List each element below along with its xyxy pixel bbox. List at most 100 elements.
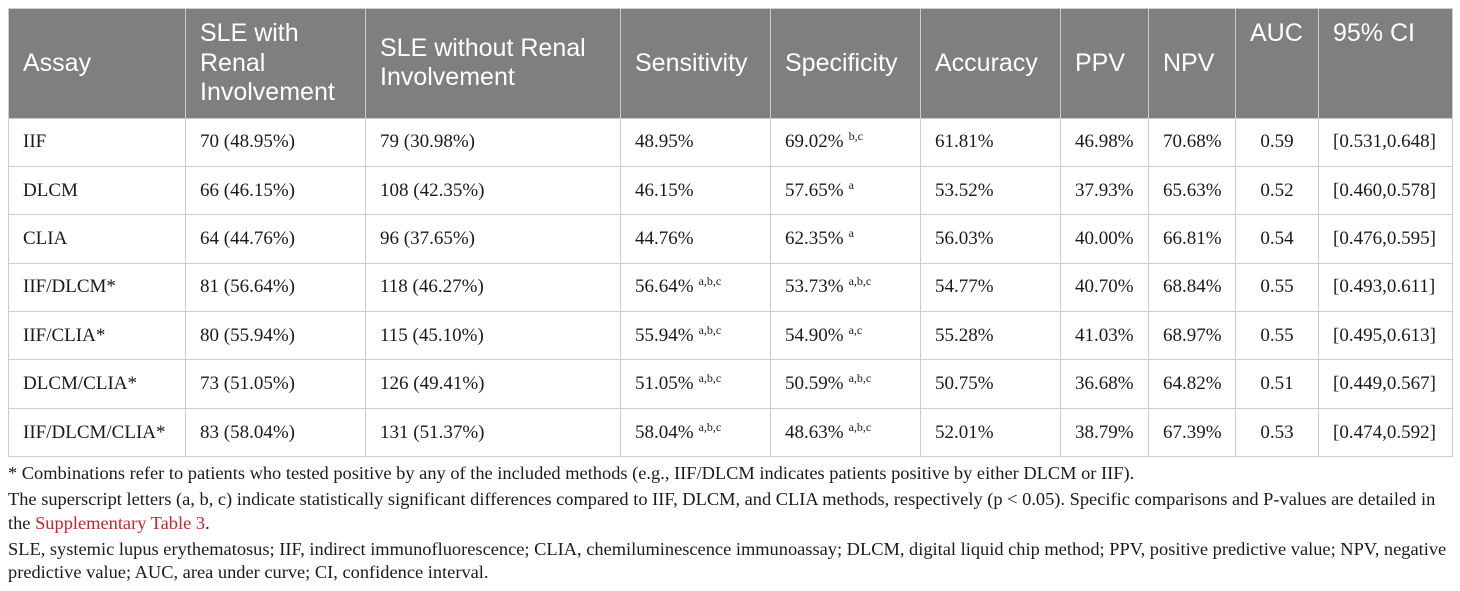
- cell-specificity: 54.90% a,c: [770, 311, 921, 361]
- footnote-superscripts: The superscript letters (a, b, c) indica…: [8, 488, 1458, 535]
- table-row: IIF/DLCM* 81 (56.64%) 118 (46.27%) 56.64% a,…: [8, 262, 1453, 313]
- cell-npv: 70.68%: [1148, 117, 1236, 167]
- cell-auc: 0.51: [1235, 359, 1319, 409]
- significance-superscript: a,c: [848, 322, 863, 337]
- cell-ci95: [0.449,0.567]: [1318, 359, 1453, 409]
- cell-ppv: 37.93%: [1060, 165, 1149, 216]
- cell-sensitivity-value: 56.64%: [635, 276, 694, 298]
- table-row: DLCM 66 (46.15%) 108 (42.35%) 46.15% 57.65% a…: [8, 165, 1453, 216]
- cell-specificity: 50.59% a,b,c: [770, 359, 921, 409]
- table-row: CLIA 64 (44.76%) 96 (37.65%) 44.76% 62.35% a 5…: [8, 214, 1453, 264]
- cell-sle-without-renal: 131 (51.37%): [365, 407, 621, 458]
- table-row: IIF/CLIA* 80 (55.94%) 115 (45.10%) 55.94% a,…: [8, 311, 1453, 361]
- cell-specificity-value: 54.90%: [785, 324, 844, 346]
- cell-specificity-value: 57.65%: [785, 179, 844, 201]
- cell-assay: IIF/CLIA*: [8, 311, 186, 361]
- header-accuracy: Accuracy: [920, 8, 1061, 119]
- significance-superscript: a,b,c: [848, 419, 872, 434]
- header-sle-with-renal: SLE with Renal Involvement: [185, 8, 366, 119]
- significance-superscript: a,b,c: [698, 274, 722, 289]
- cell-assay: IIF: [8, 117, 186, 167]
- cell-assay: DLCM/CLIA*: [8, 359, 186, 409]
- cell-sensitivity: 56.64% a,b,c: [620, 262, 771, 313]
- cell-specificity: 53.73% a,b,c: [770, 262, 921, 313]
- results-table: Assay SLE with Renal Involvement SLE wit…: [8, 8, 1453, 458]
- header-npv: NPV: [1148, 8, 1236, 119]
- cell-auc: 0.55: [1235, 262, 1319, 313]
- table-row: IIF/DLCM/CLIA* 83 (58.04%) 131 (51.37%) 58.…: [8, 407, 1453, 458]
- cell-accuracy: 55.28%: [920, 311, 1061, 361]
- cell-ppv: 40.00%: [1060, 214, 1149, 264]
- cell-sensitivity: 46.15%: [620, 165, 771, 216]
- cell-sle-without-renal: 118 (46.27%): [365, 262, 621, 313]
- table-row: DLCM/CLIA* 73 (51.05%) 126 (49.41%) 51.05% a…: [8, 359, 1453, 409]
- cell-sensitivity: 44.76%: [620, 214, 771, 264]
- cell-specificity-value: 53.73%: [785, 276, 844, 298]
- cell-sensitivity-value: 44.76%: [635, 227, 694, 249]
- cell-specificity-value: 62.35%: [785, 227, 844, 249]
- significance-superscript: a,b,c: [698, 419, 722, 434]
- cell-specificity: 62.35% a: [770, 214, 921, 264]
- header-sensitivity: Sensitivity: [620, 8, 771, 119]
- cell-auc: 0.54: [1235, 214, 1319, 264]
- cell-sensitivity-value: 58.04%: [635, 421, 694, 443]
- cell-accuracy: 50.75%: [920, 359, 1061, 409]
- significance-superscript: a: [848, 177, 854, 192]
- cell-sle-with-renal: 83 (58.04%): [185, 407, 366, 458]
- cell-assay: DLCM: [8, 165, 186, 216]
- cell-sle-without-renal: 108 (42.35%): [365, 165, 621, 216]
- cell-assay: CLIA: [8, 214, 186, 264]
- cell-npv: 64.82%: [1148, 359, 1236, 409]
- cell-sle-with-renal: 64 (44.76%): [185, 214, 366, 264]
- footnote-combinations: * Combinations refer to patients who tes…: [8, 462, 1458, 486]
- header-ppv: PPV: [1060, 8, 1149, 119]
- footnote-superscripts-end: .: [205, 512, 210, 533]
- footnote-abbreviations: SLE, systemic lupus erythematosus; IIF, …: [8, 538, 1458, 585]
- significance-superscript: a,b,c: [698, 322, 722, 337]
- supplementary-table-link[interactable]: Supplementary Table 3: [35, 512, 206, 533]
- cell-specificity: 48.63% a,b,c: [770, 407, 921, 458]
- footnote-abbreviations-line-1: SLE, systemic lupus erythematosus; IIF, …: [8, 538, 1447, 559]
- cell-ci95: [0.495,0.613]: [1318, 311, 1453, 361]
- cell-npv: 65.63%: [1148, 165, 1236, 216]
- footnote-superscripts-line-2: the Supplementary Table 3.: [8, 512, 1458, 536]
- cell-accuracy: 52.01%: [920, 407, 1061, 458]
- table-header: Assay SLE with Renal Involvement SLE wit…: [8, 8, 1453, 119]
- cell-sle-with-renal: 66 (46.15%): [185, 165, 366, 216]
- cell-sle-without-renal: 126 (49.41%): [365, 359, 621, 409]
- table-footnotes: * Combinations refer to patients who tes…: [8, 462, 1458, 587]
- cell-npv: 66.81%: [1148, 214, 1236, 264]
- cell-ppv: 36.68%: [1060, 359, 1149, 409]
- cell-accuracy: 53.52%: [920, 165, 1061, 216]
- cell-sensitivity: 58.04% a,b,c: [620, 407, 771, 458]
- cell-sensitivity: 48.95%: [620, 117, 771, 167]
- significance-superscript: a,b,c: [848, 274, 872, 289]
- cell-ppv: 40.70%: [1060, 262, 1149, 313]
- cell-auc: 0.53: [1235, 407, 1319, 458]
- cell-npv: 68.97%: [1148, 311, 1236, 361]
- cell-ppv: 38.79%: [1060, 407, 1149, 458]
- cell-specificity: 69.02% b,c: [770, 117, 921, 167]
- header-ci95: 95% CI: [1318, 8, 1453, 119]
- cell-ppv: 41.03%: [1060, 311, 1149, 361]
- table-row: IIF 70 (48.95%) 79 (30.98%) 48.95% 69.02% b,c…: [8, 117, 1453, 167]
- cell-npv: 68.84%: [1148, 262, 1236, 313]
- header-assay: Assay: [8, 8, 186, 119]
- cell-auc: 0.55: [1235, 311, 1319, 361]
- footnote-superscripts-line-1: The superscript letters (a, b, c) indica…: [8, 489, 1436, 509]
- cell-ci95: [0.476,0.595]: [1318, 214, 1453, 264]
- cell-specificity-value: 48.63%: [785, 421, 844, 443]
- cell-sensitivity: 55.94% a,b,c: [620, 311, 771, 361]
- cell-sle-without-renal: 79 (30.98%): [365, 117, 621, 167]
- cell-accuracy: 61.81%: [920, 117, 1061, 167]
- significance-superscript: a: [848, 225, 854, 240]
- cell-ci95: [0.460,0.578]: [1318, 165, 1453, 216]
- header-auc: AUC: [1235, 8, 1319, 119]
- cell-specificity: 57.65% a: [770, 165, 921, 216]
- footnote-combinations-text: * Combinations refer to patients who tes…: [8, 463, 1135, 483]
- cell-specificity-value: 50.59%: [785, 373, 844, 395]
- header-sle-without-renal: SLE without Renal Involvement: [365, 8, 621, 119]
- cell-sensitivity-value: 46.15%: [635, 179, 694, 201]
- cell-specificity-value: 69.02%: [785, 131, 844, 153]
